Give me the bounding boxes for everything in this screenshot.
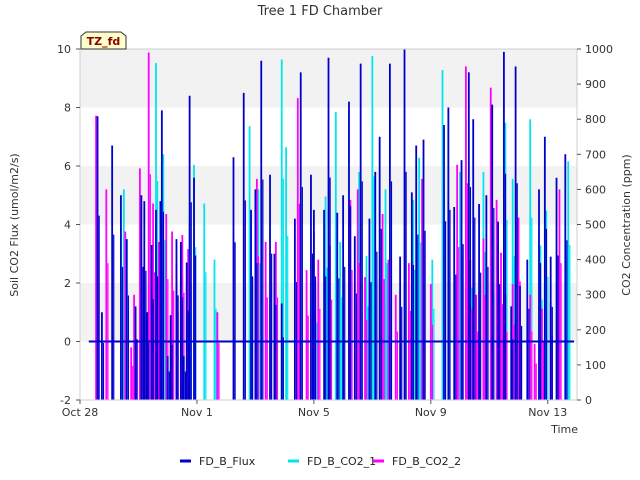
series-layer: [88, 49, 575, 400]
y-tick-label: 10: [57, 43, 71, 56]
y-tick-label: 6: [64, 160, 71, 173]
x-tick-label: Oct 28: [62, 406, 99, 419]
y-axis-title: Soil CO2 Flux (umol/m2/s): [8, 153, 21, 296]
tz-label-shape: [80, 31, 127, 50]
y2-tick-label: 1000: [585, 43, 613, 56]
y2-tick-label: 200: [585, 324, 606, 337]
y2-tick-label: 800: [585, 113, 606, 126]
y-tick-label: -2: [60, 394, 71, 407]
y2-axis-title: CO2 Concentration (ppm): [620, 154, 633, 295]
tz-label-text: TZ_fd: [87, 35, 121, 48]
x-tick-label: Nov 13: [528, 406, 567, 419]
y2-tick-label: 0: [585, 394, 592, 407]
legend: FD_B_Flux FD_B_CO2_1 FD_B_CO2_2: [180, 455, 461, 468]
x-axis-title: Time: [550, 423, 578, 436]
y2-tick-label: 900: [585, 78, 606, 91]
y-tick-label: 8: [64, 102, 71, 115]
y2-tick-label: 700: [585, 148, 606, 161]
tz-label-box: TZ_fd: [80, 31, 127, 50]
y-tick-label: 4: [64, 219, 71, 232]
legend-label: FD_B_CO2_2: [392, 455, 461, 468]
x-tick-label: Nov 1: [181, 406, 213, 419]
legend-label: FD_B_CO2_1: [307, 455, 376, 468]
y-tick-label: 2: [64, 277, 71, 290]
y2-tick-label: 500: [585, 219, 606, 232]
axis-layer: -202468100100200300400500600700800900100…: [57, 43, 613, 419]
chart-title: Tree 1 FD Chamber: [257, 4, 383, 19]
x-tick-label: Nov 5: [298, 406, 330, 419]
y2-tick-label: 600: [585, 183, 606, 196]
y2-tick-label: 100: [585, 359, 606, 372]
y-tick-label: 0: [64, 336, 71, 349]
x-tick-label: Nov 9: [415, 406, 447, 419]
series-fd-b-flux: [88, 49, 575, 400]
y2-tick-label: 400: [585, 254, 606, 267]
legend-label: FD_B_Flux: [199, 455, 256, 468]
y2-tick-label: 300: [585, 289, 606, 302]
